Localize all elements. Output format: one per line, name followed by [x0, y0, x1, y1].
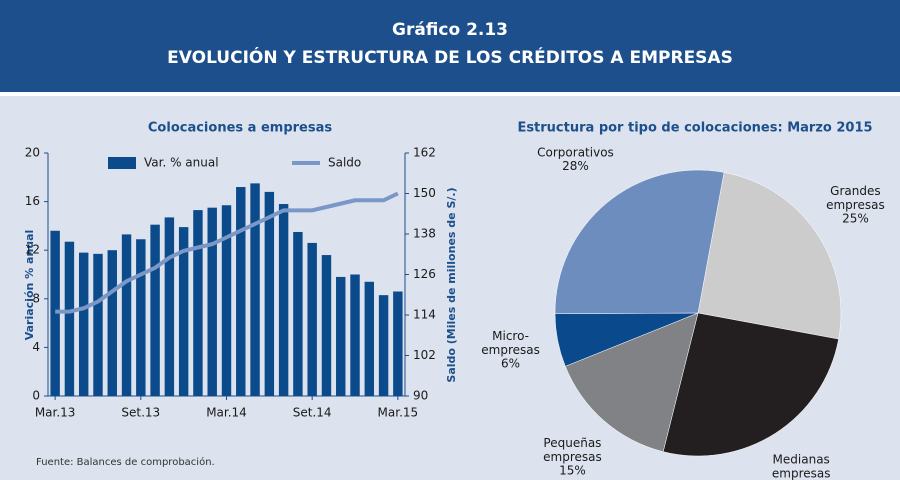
header-subtitle: EVOLUCIÓN Y ESTRUCTURA DE LOS CRÉDITOS A…	[167, 46, 733, 68]
header-title: Gráfico 2.13	[392, 20, 508, 40]
bar	[164, 217, 175, 396]
y2-tick-label: 138	[413, 227, 436, 241]
bar	[207, 207, 217, 396]
legend-label: Var. % anual	[144, 156, 219, 170]
bar	[107, 250, 117, 396]
y2-tick-label: 162	[413, 146, 436, 160]
pie-slice	[564, 312, 699, 452]
x-tick-label: Set.13	[121, 406, 160, 420]
x-tick-label: Mar.15	[378, 406, 419, 420]
pie-slice	[697, 172, 842, 340]
slice-value-label: 6%	[501, 356, 520, 370]
x-tick-label: Mar.14	[206, 406, 247, 420]
y2-tick-label: 90	[413, 389, 428, 403]
bar	[307, 242, 317, 396]
bar	[364, 281, 375, 396]
bar	[150, 224, 160, 396]
y-tick-label: 20	[25, 146, 40, 160]
bar	[93, 253, 103, 396]
bar	[121, 234, 132, 396]
y-tick-label: 12	[25, 243, 40, 257]
pie-slice	[554, 169, 725, 315]
slice-label: Pequeñas empresas	[543, 435, 602, 463]
y2-axis-label: Saldo (Miles de millones de S/.)	[445, 187, 458, 382]
chart-title: Estructura por tipo de colocaciones: Mar…	[517, 121, 872, 136]
y2-tick-label: 126	[413, 267, 436, 281]
slice-label: Micro-empresas	[481, 328, 540, 356]
bar	[221, 205, 232, 396]
bar	[336, 276, 346, 396]
bar	[278, 204, 289, 396]
x-tick-label: Set.14	[293, 406, 332, 420]
bar	[250, 183, 260, 396]
y-tick-label: 0	[32, 389, 40, 403]
bar	[78, 252, 89, 396]
y2-tick-label: 102	[413, 348, 436, 362]
x-tick-label: Mar.13	[35, 406, 76, 420]
slice-label: Grandes empresas	[826, 183, 885, 211]
bar	[350, 274, 360, 396]
slice-value-label: 25%	[842, 211, 869, 225]
slice-value-label: 15%	[559, 463, 586, 477]
source-note: Fuente: Balances de comprobación.	[36, 456, 215, 468]
legend-label: Saldo	[328, 156, 361, 170]
bar	[136, 239, 146, 396]
slice-value-label: 28%	[562, 159, 589, 173]
y-tick-label: 4	[32, 340, 40, 354]
bar	[393, 291, 403, 396]
pie-slice	[662, 312, 839, 457]
bar	[321, 255, 332, 396]
y-tick-label: 16	[25, 194, 40, 208]
bar	[64, 241, 75, 396]
header-band	[0, 0, 900, 92]
bar	[236, 187, 246, 396]
legend-swatch	[108, 157, 136, 169]
slice-label: Medianas empresas	[772, 452, 831, 480]
y-tick-label: 8	[32, 291, 40, 305]
y2-tick-label: 150	[413, 186, 436, 200]
bar	[193, 210, 203, 396]
slice-label: Corporativos	[537, 145, 614, 159]
line	[55, 191, 399, 314]
y-axis-label: Variación % anual	[23, 230, 36, 341]
chart-title: Colocaciones a empresas	[148, 121, 332, 136]
y2-tick-label: 114	[413, 308, 436, 322]
bar	[264, 191, 275, 396]
bar	[178, 227, 189, 396]
bar	[293, 231, 303, 396]
bar	[378, 295, 389, 396]
